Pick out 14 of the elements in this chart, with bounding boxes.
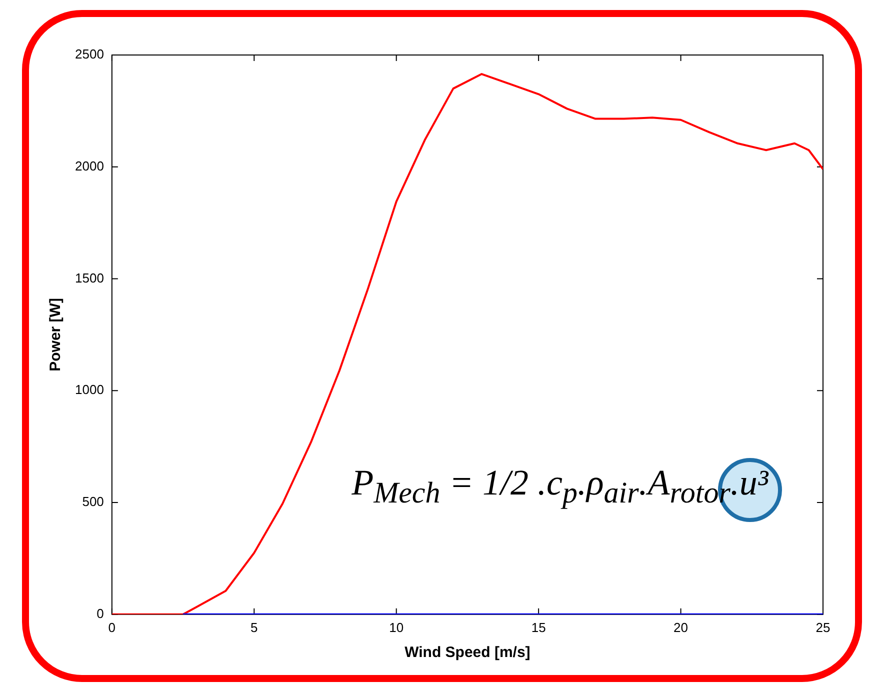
- x-axis-title: Wind Speed [m/s]: [404, 644, 530, 662]
- x-tick-label: 20: [674, 620, 688, 635]
- y-tick-label: 1000: [75, 382, 104, 398]
- x-tick-label: 25: [816, 620, 830, 635]
- y-tick-label: 500: [82, 494, 104, 510]
- y-tick-label: 1500: [75, 270, 104, 286]
- y-tick-label: 2500: [75, 46, 104, 62]
- x-tick-label: 10: [389, 620, 404, 635]
- y-tick-label: 2000: [75, 158, 104, 174]
- x-tick-label: 5: [250, 620, 258, 635]
- y-tick-label: 0: [96, 606, 104, 621]
- x-tick-label: 15: [531, 620, 546, 635]
- x-tick-label: 0: [108, 620, 116, 635]
- y-axis-title: Power [W]: [47, 298, 64, 372]
